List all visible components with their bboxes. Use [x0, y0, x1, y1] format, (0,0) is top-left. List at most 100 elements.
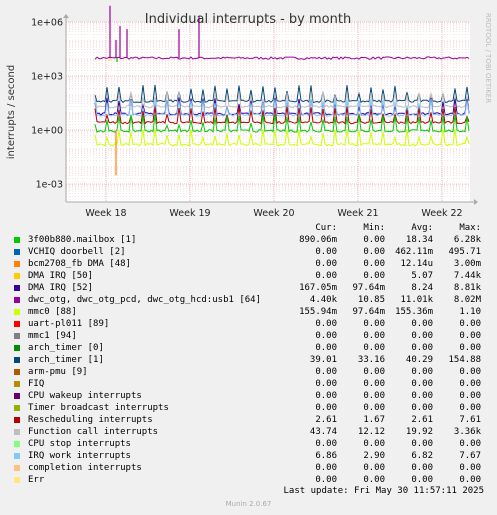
legend-swatch: [14, 405, 20, 411]
value-cur: 0.00: [315, 343, 337, 353]
y-tick-label: 1e+00: [31, 126, 63, 137]
legend-name: arm-pmu [9]: [28, 367, 88, 377]
value-min: 0.00: [363, 391, 385, 401]
value-cur: 0.00: [315, 259, 337, 269]
legend-row: mmc1 [94] 0.00 0.00 0.00 0.00: [11, 330, 491, 342]
legend-swatch: [14, 249, 20, 255]
legend-swatch: [14, 477, 20, 483]
legend-swatch: [14, 237, 20, 243]
value-max: 0.00: [459, 463, 481, 473]
col-min-header: Min:: [363, 223, 385, 233]
legend-swatch: [14, 297, 20, 303]
value-avg: 5.07: [411, 271, 433, 281]
value-min: 0.00: [363, 379, 385, 389]
value-max: 0.00: [459, 331, 481, 341]
value-max: 0.00: [459, 439, 481, 449]
value-max: 3.00m: [453, 259, 481, 269]
legend-name: bcm2708_fb DMA [48]: [28, 259, 131, 269]
value-cur: 0.00: [315, 475, 337, 485]
legend-row: Function call interrupts 43.74 12.12 19.92 3…: [11, 426, 491, 438]
legend-swatch: [14, 285, 20, 291]
side-label: RRDTOOL / TOBI OETIKER: [484, 13, 492, 103]
value-avg: 0.00: [411, 343, 433, 353]
value-avg: 155.36m: [395, 307, 433, 317]
value-max: 7.61: [459, 415, 481, 425]
value-cur: 0.00: [315, 391, 337, 401]
value-min: 0.00: [363, 259, 385, 269]
legend-swatch: [14, 441, 20, 447]
legend-row: DMA IRQ [52] 167.05m 97.64m 8.24 8.81k: [11, 282, 491, 294]
y-axis-label: interrupts / second: [6, 65, 17, 159]
legend-row: mmc0 [88] 155.94m 97.64m 155.36m 1.10: [11, 306, 491, 318]
legend-row: FIQ 0.00 0.00 0.00 0.00: [11, 378, 491, 390]
value-min: 1.67: [363, 415, 385, 425]
legend-swatch: [14, 381, 20, 387]
series-lines: [94, 5, 470, 176]
legend-name: Function call interrupts: [28, 427, 159, 437]
value-max: 6.28k: [453, 235, 481, 245]
series-trace: [94, 128, 470, 147]
value-max: 8.02M: [453, 295, 481, 305]
legend-swatch: [14, 429, 20, 435]
value-avg: 12.14u: [400, 259, 433, 269]
value-min: 0.00: [363, 247, 385, 257]
value-min: 0.00: [363, 475, 385, 485]
value-cur: 155.94m: [299, 307, 337, 317]
y-axis-arrow: [63, 14, 69, 18]
legend-row: arch_timer [0] 0.00 0.00 0.00 0.00: [11, 342, 491, 354]
series-trace: [94, 84, 470, 104]
legend-swatch: [14, 369, 20, 375]
value-cur: 0.00: [315, 439, 337, 449]
value-cur: 0.00: [315, 247, 337, 257]
legend-row: IRQ work interrupts 6.86 2.90 6.82 7.67: [11, 450, 491, 462]
legend-name: mmc0 [88]: [28, 307, 77, 317]
legend-row: VCHIQ doorbell [2] 0.00 0.00 462.11m 495.71: [11, 246, 491, 258]
legend-swatch: [14, 465, 20, 471]
value-cur: 0.00: [315, 319, 337, 329]
legend-row: completion interrupts 0.00 0.00 0.00 0.00: [11, 462, 491, 474]
legend-name: arch_timer [0]: [28, 343, 104, 353]
legend-row: uart-pl011 [89] 0.00 0.00 0.00 0.00: [11, 318, 491, 330]
legend-row: dwc_otg, dwc_otg_pcd, dwc_otg_hcd:usb1 […: [11, 294, 491, 306]
value-cur: 2.61: [315, 415, 337, 425]
legend-row: 3f00b880.mailbox [1] 890.06m 0.00 18.34 6.28…: [11, 234, 491, 246]
value-avg: 462.11m: [395, 247, 433, 257]
value-min: 0.00: [363, 367, 385, 377]
value-cur: 0.00: [315, 271, 337, 281]
legend-swatch: [14, 309, 20, 315]
value-min: 0.00: [363, 271, 385, 281]
value-max: 0.00: [459, 403, 481, 413]
value-cur: 0.00: [315, 367, 337, 377]
legend-swatch: [14, 345, 20, 351]
legend-name: dwc_otg, dwc_otg_pcd, dwc_otg_hcd:usb1 […: [28, 295, 261, 305]
series-trace: [94, 114, 470, 133]
value-avg: 18.34: [405, 235, 433, 245]
value-min: 0.00: [363, 439, 385, 449]
value-cur: 0.00: [315, 463, 337, 473]
legend-name: mmc1 [94]: [28, 331, 77, 341]
legend-swatch: [14, 273, 20, 279]
value-max: 0.00: [459, 367, 481, 377]
col-max-header: Max:: [459, 223, 481, 233]
value-cur: 890.06m: [299, 235, 337, 245]
value-cur: 39.01: [309, 355, 337, 365]
legend-name: uart-pl011 [89]: [28, 319, 110, 329]
value-cur: 0.00: [315, 331, 337, 341]
munin-version: Munin 2.0.67: [225, 500, 272, 508]
value-min: 2.90: [363, 451, 385, 461]
value-avg: 0.00: [411, 403, 433, 413]
value-min: 12.12: [357, 427, 385, 437]
legend-name: Timer broadcast interrupts: [28, 403, 169, 413]
value-max: 3.36k: [453, 427, 481, 437]
x-tick-label: Week 21: [337, 208, 378, 219]
value-avg: 0.00: [411, 367, 433, 377]
legend-row: CPU wakeup interrupts 0.00 0.00 0.00 0.00: [11, 390, 491, 402]
x-axis-arrow: [474, 199, 478, 205]
value-min: 97.64m: [352, 307, 385, 317]
legend-swatch: [14, 357, 20, 363]
value-min: 0.00: [363, 235, 385, 245]
legend-name: Err: [28, 475, 45, 485]
legend-swatch: [14, 261, 20, 267]
value-max: 7.67: [459, 451, 481, 461]
legend-row: arch_timer [1] 39.01 33.16 40.29 154.88: [11, 354, 491, 366]
